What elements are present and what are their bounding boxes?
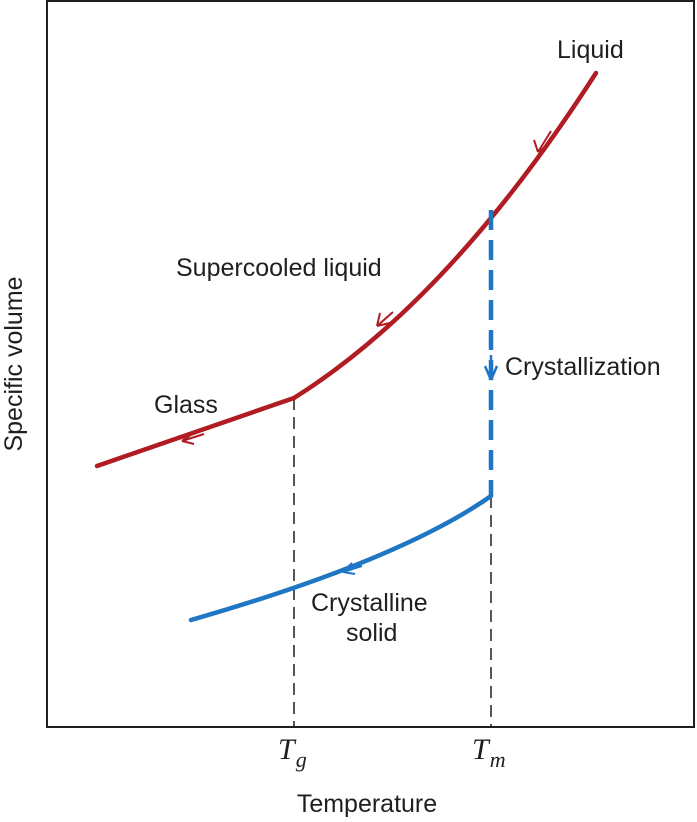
glass-arrow <box>181 433 205 445</box>
plot-frame <box>46 0 695 728</box>
glass-curve <box>94 395 297 469</box>
crystallization-label: Crystallization <box>505 353 661 381</box>
crystal-arrow <box>342 562 363 575</box>
liquid-arrow <box>533 130 552 153</box>
crystalline-label-line2: solid <box>346 619 397 647</box>
x-axis-label: Temperature <box>297 790 437 818</box>
liquid-curve <box>291 70 599 401</box>
tg-tick-main: T <box>278 733 297 766</box>
tm-tick-label: Tm <box>472 733 506 772</box>
tm-tick-main: T <box>472 733 491 766</box>
y-axis-label: Specific volume <box>0 276 28 451</box>
crystalline-label-line1: Crystalline <box>311 589 428 617</box>
tm-tick-sub: m <box>490 747 506 772</box>
glass-label: Glass <box>154 391 218 419</box>
tg-tick-label: Tg <box>278 733 307 772</box>
tg-tick-sub: g <box>296 747 307 772</box>
crystal-curve <box>188 493 494 623</box>
supercooled-arrow <box>376 311 394 327</box>
supercooled-label: Supercooled liquid <box>176 254 382 282</box>
liquid-label: Liquid <box>557 36 624 64</box>
crystallization-arrow <box>483 355 499 381</box>
